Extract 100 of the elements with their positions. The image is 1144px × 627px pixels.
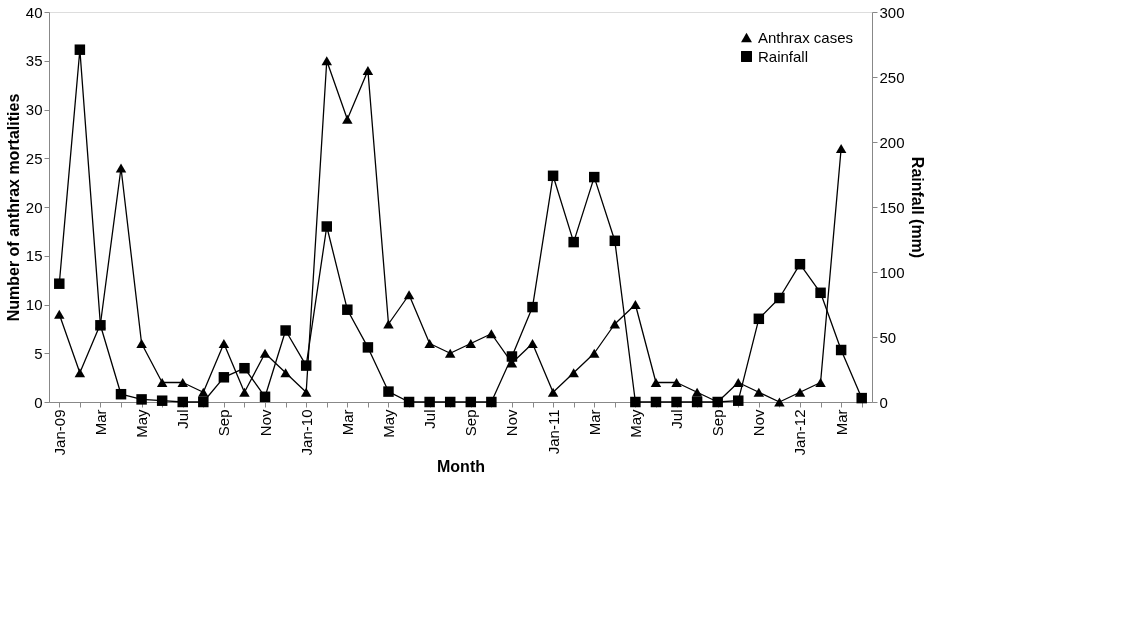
y2-tick-label: 300 xyxy=(879,3,905,21)
x-tick-label: Jul xyxy=(421,409,439,429)
x-tick-label: May xyxy=(133,409,151,438)
point xyxy=(424,396,435,408)
point xyxy=(280,368,291,378)
point xyxy=(136,394,147,405)
point xyxy=(691,387,703,397)
point xyxy=(424,338,435,349)
point xyxy=(321,221,333,232)
point xyxy=(671,396,682,408)
point xyxy=(794,387,806,397)
point xyxy=(815,377,826,388)
point xyxy=(115,163,127,173)
point xyxy=(465,338,477,349)
point xyxy=(74,368,86,378)
point xyxy=(383,386,394,397)
x-tick-label: Jan-10 xyxy=(297,409,315,456)
y2-tick-label: 0 xyxy=(879,393,888,411)
y-tick-label: 30 xyxy=(25,101,43,118)
point xyxy=(300,387,312,397)
point xyxy=(259,391,271,403)
y-tick-label: 40 xyxy=(25,3,43,21)
point xyxy=(753,313,765,325)
point xyxy=(486,396,497,408)
point xyxy=(650,377,662,388)
y-axis-title: Number of anthrax mortalities xyxy=(4,93,22,322)
point xyxy=(403,290,415,300)
y-tick-label: 20 xyxy=(25,198,43,216)
point xyxy=(630,299,641,310)
x-tick-label: May xyxy=(379,409,397,438)
point xyxy=(486,329,497,339)
point xyxy=(362,65,374,76)
point xyxy=(300,360,312,371)
x-tick-label: Nov xyxy=(750,409,768,437)
y-tick-label: 25 xyxy=(25,149,43,167)
point xyxy=(280,325,291,336)
x-tick-label: Nov xyxy=(256,409,274,437)
point xyxy=(444,348,456,358)
y2-tick-label: 50 xyxy=(879,328,897,346)
y2-tick-label: 150 xyxy=(879,198,905,216)
legend-label: Anthrax cases xyxy=(758,28,854,46)
y2-axis-title: Rainfall (mm) xyxy=(908,156,926,259)
point xyxy=(568,368,579,378)
x-axis-title: Month xyxy=(437,458,485,476)
point xyxy=(156,395,168,406)
point xyxy=(774,292,785,304)
point xyxy=(835,143,847,154)
point xyxy=(465,396,477,408)
point xyxy=(218,372,230,383)
point xyxy=(54,278,65,289)
point xyxy=(198,387,209,397)
x-tick-label: May xyxy=(626,409,644,438)
point xyxy=(383,319,394,329)
x-tick-label: Sep xyxy=(462,409,480,437)
point xyxy=(239,362,250,374)
point xyxy=(527,338,538,349)
point xyxy=(691,396,703,408)
point xyxy=(815,287,826,299)
point xyxy=(588,171,600,183)
point xyxy=(506,351,518,362)
point xyxy=(671,377,682,388)
point xyxy=(74,44,86,55)
point xyxy=(218,338,230,349)
point xyxy=(321,56,333,66)
point xyxy=(342,304,353,315)
point xyxy=(733,395,744,406)
point xyxy=(774,397,785,407)
point xyxy=(527,301,538,313)
point xyxy=(630,396,641,408)
y-tick-label: 15 xyxy=(25,247,43,265)
point xyxy=(115,388,127,400)
point xyxy=(547,387,559,397)
x-tick-label: Sep xyxy=(215,409,233,437)
point xyxy=(733,377,744,388)
y2-tick-label: 200 xyxy=(879,133,905,151)
point xyxy=(835,344,847,356)
point xyxy=(198,396,209,408)
y-tick-label: 5 xyxy=(34,344,43,362)
y-tick-label: 35 xyxy=(25,52,43,70)
point xyxy=(342,114,353,124)
x-tick-label: Jan-12 xyxy=(791,409,809,456)
point xyxy=(444,396,456,408)
point xyxy=(177,396,188,408)
point xyxy=(753,387,765,397)
point xyxy=(609,235,621,247)
point xyxy=(547,170,559,182)
point xyxy=(156,377,168,388)
point xyxy=(177,377,188,388)
x-tick-label: Nov xyxy=(503,409,521,437)
point xyxy=(856,392,867,404)
point xyxy=(259,348,271,358)
point xyxy=(362,342,374,353)
y2-tick-label: 250 xyxy=(879,68,905,86)
x-tick-label: Jul xyxy=(174,409,192,429)
point xyxy=(588,348,600,358)
x-tick-label: Mar xyxy=(338,409,356,436)
point xyxy=(568,236,579,248)
y-tick-label: 0 xyxy=(34,393,43,411)
point xyxy=(239,387,250,397)
point xyxy=(609,319,621,329)
